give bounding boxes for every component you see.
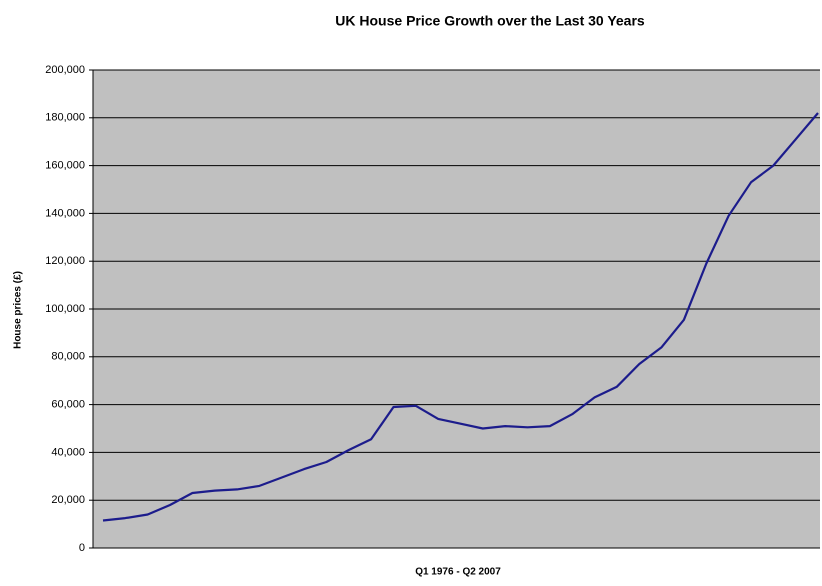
y-tick-label: 40,000	[51, 446, 85, 458]
chart-title: UK House Price Growth over the Last 30 Y…	[335, 13, 645, 29]
y-tick-label: 160,000	[45, 160, 85, 172]
price-line	[102, 112, 819, 522]
y-tick-label: 120,000	[45, 255, 85, 267]
x-axis-label: Q1 1976 - Q2 2007	[415, 567, 501, 578]
y-tick-label: 180,000	[45, 112, 85, 124]
y-tick-label: 20,000	[51, 494, 85, 506]
y-tick-label: 0	[79, 542, 85, 554]
y-tick-label: 200,000	[45, 64, 85, 76]
y-tick-label: 140,000	[45, 207, 85, 219]
y-axis-label: House prices (£)	[13, 271, 24, 349]
y-tick-label: 60,000	[51, 399, 85, 411]
y-tick-label: 80,000	[51, 351, 85, 363]
y-tick-label: 100,000	[45, 303, 85, 315]
